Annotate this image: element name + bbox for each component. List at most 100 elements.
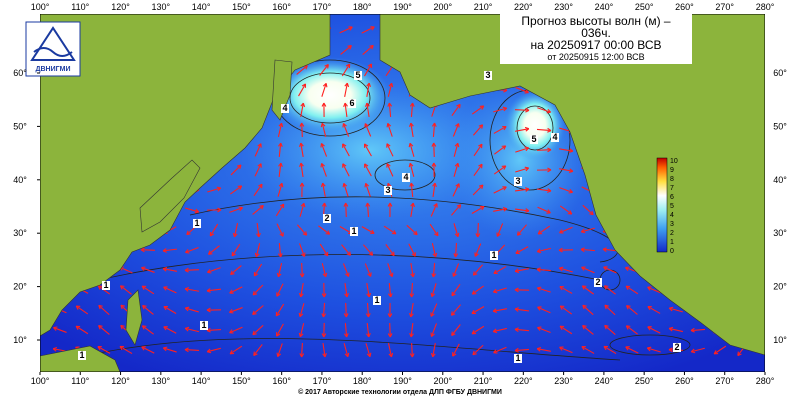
lon-tick-label: 210° (474, 376, 493, 386)
contour-label: 1 (351, 226, 356, 236)
arrow (346, 203, 347, 217)
lon-tick-label: 250° (635, 376, 654, 386)
title-line: на 20250917 00:00 ВСВ (531, 38, 662, 52)
lon-tick-label: 200° (433, 2, 452, 12)
lon-tick-label: 220° (514, 2, 533, 12)
lon-tick-label: 240° (595, 376, 614, 386)
contour-label: 3 (485, 70, 490, 80)
colorbar-label: 3 (670, 221, 674, 228)
lon-tick-label: 140° (192, 2, 211, 12)
lon-tick-label: 250° (635, 2, 654, 12)
lon-tick-label: 160° (272, 2, 291, 12)
contour-label: 2 (324, 213, 329, 223)
lon-tick-label: 110° (71, 376, 89, 386)
lon-tick-label: 110° (71, 2, 89, 12)
lon-tick-label: 170° (313, 376, 332, 386)
lon-tick-label: 120° (111, 376, 130, 386)
arrow (390, 323, 391, 337)
contour-label: 5 (531, 134, 536, 144)
lat-tick-label: 30° (13, 228, 27, 238)
arrow (302, 263, 303, 277)
lat-tick-label: 50° (773, 121, 787, 131)
map-body (40, 14, 765, 372)
lat-tick-label: 20° (13, 282, 27, 292)
lat-tick-label: 10° (773, 335, 787, 345)
contour-label: 2 (674, 342, 679, 352)
arrow (478, 223, 479, 237)
lat-tick-label: 60° (13, 68, 27, 78)
contour-label: 1 (515, 353, 520, 363)
contour-label: 1 (201, 320, 206, 330)
lon-tick-label: 220° (514, 376, 533, 386)
arrow (412, 343, 413, 357)
contour-label: 3 (515, 176, 520, 186)
lon-tick-label: 150° (232, 376, 251, 386)
arrow (515, 110, 529, 111)
arrow (185, 270, 199, 271)
title-line: от 20250915 12:00 ВСВ (547, 52, 644, 62)
contour-label: 4 (282, 103, 287, 113)
colorbar-label: 7 (670, 185, 674, 192)
contour-label: 5 (355, 70, 360, 80)
logo-text: ДВНИГМИ (36, 66, 71, 73)
contour-label: 1 (103, 280, 108, 290)
lon-tick-label: 280° (756, 376, 775, 386)
title-box: Прогноз высоты волн (м) – 036ч. на 20250… (500, 12, 692, 64)
lon-tick-label: 100° (31, 2, 50, 12)
arrow (537, 150, 551, 151)
lon-tick-label: 190° (393, 376, 412, 386)
lat-tick-label: 10° (13, 335, 27, 345)
colorbar (657, 158, 667, 252)
lon-tick-label: 240° (595, 2, 614, 12)
lon-tick-label: 270° (715, 2, 734, 12)
logo: ДВНИГМИ (26, 22, 80, 76)
contour-label: 1 (374, 295, 379, 305)
lon-tick-label: 140° (192, 376, 211, 386)
lon-tick-label: 130° (152, 376, 171, 386)
colorbar-label: 0 (670, 248, 674, 255)
colorbar-label: 6 (670, 194, 674, 201)
arrow (141, 250, 155, 251)
colorbar-label: 5 (670, 203, 674, 210)
copyright: © 2017 Авторские технологии отдела ДЛП Ф… (298, 388, 502, 396)
colorbar-label: 10 (670, 158, 678, 165)
lon-tick-label: 230° (554, 2, 573, 12)
contour-label: 4 (403, 172, 408, 182)
contour-label: 4 (552, 132, 557, 142)
lat-tick-label: 50° (13, 121, 27, 131)
colorbar-label: 8 (670, 176, 674, 183)
lon-tick-label: 120° (111, 2, 130, 12)
lon-tick-label: 260° (675, 376, 694, 386)
contour-label: 2 (595, 277, 600, 287)
colorbar-label: 1 (670, 239, 674, 246)
lon-tick-label: 160° (272, 376, 291, 386)
colorbar-label: 9 (670, 167, 674, 174)
contour-label: 1 (194, 218, 199, 228)
arrow (302, 123, 303, 137)
colorbar-label: 2 (670, 230, 674, 237)
lon-tick-label: 130° (152, 2, 171, 12)
lon-tick-label: 270° (715, 376, 734, 386)
lon-tick-label: 200° (433, 376, 452, 386)
lat-tick-label: 40° (773, 175, 787, 185)
lon-tick-label: 100° (31, 376, 50, 386)
contour-label: 3 (385, 185, 390, 195)
lon-tick-label: 180° (353, 376, 372, 386)
lon-tick-label: 230° (554, 376, 573, 386)
colorbar-label: 4 (670, 212, 674, 219)
lat-tick-label: 60° (773, 68, 787, 78)
contour-label: 1 (491, 250, 496, 260)
lat-tick-label: 40° (13, 175, 27, 185)
lon-tick-label: 190° (393, 2, 412, 12)
lon-tick-label: 170° (313, 2, 332, 12)
lon-tick-label: 150° (232, 2, 251, 12)
contour-label: 1 (79, 350, 84, 360)
lon-tick-label: 210° (474, 2, 493, 12)
lon-tick-label: 260° (675, 2, 694, 12)
lon-tick-label: 280° (756, 2, 775, 12)
lat-tick-label: 30° (773, 228, 787, 238)
contour-label: 6 (349, 98, 354, 108)
arrow (434, 143, 435, 157)
